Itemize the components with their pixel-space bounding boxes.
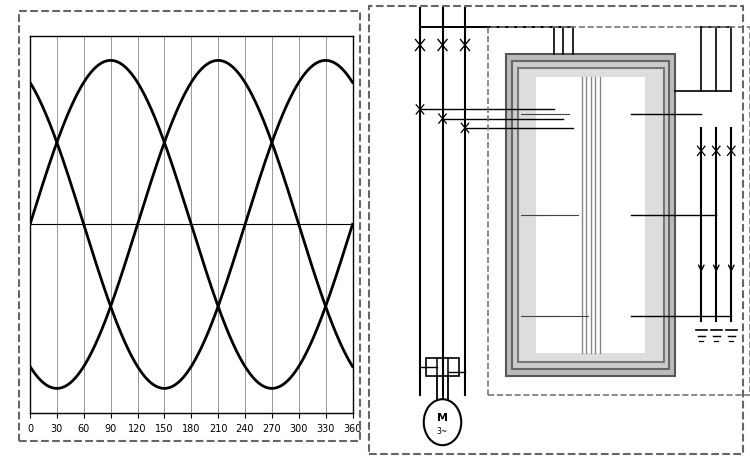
Bar: [488, 28, 750, 395]
Text: M: M: [437, 412, 448, 422]
Bar: [506, 55, 675, 376]
Bar: [426, 358, 459, 376]
Text: 3~: 3~: [436, 426, 448, 435]
Bar: [536, 78, 645, 353]
Bar: [512, 62, 669, 369]
Bar: [518, 69, 664, 363]
